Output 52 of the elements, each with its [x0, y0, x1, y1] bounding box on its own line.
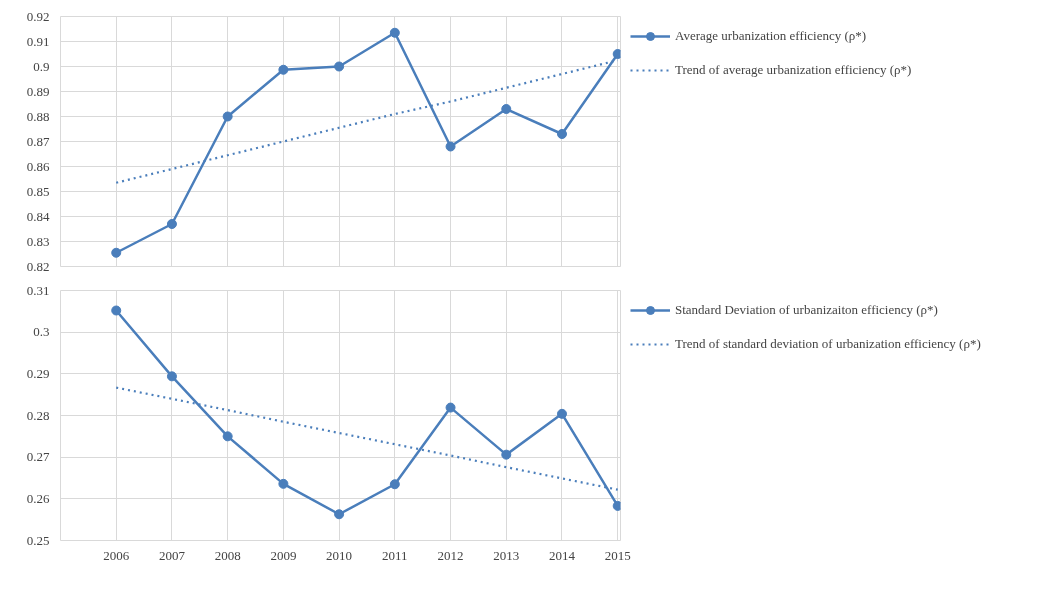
legend-label: Trend of average urbanization efficiency (ρ*) [675, 62, 912, 78]
point [389, 27, 400, 38]
x-tick-label: 2008 [214, 547, 241, 563]
point [612, 49, 621, 59]
y-tick-label: 0.88 [26, 108, 50, 124]
x-tick-label: 2015 [604, 547, 631, 563]
y-tick-label: 0.29 [26, 365, 50, 381]
point [222, 431, 233, 442]
y-tick-label: 0.86 [26, 158, 50, 174]
point [445, 141, 456, 152]
legend-label: Trend of standard deviation of urbanization efficiency (ρ*) [675, 336, 981, 352]
x-tick-label: 2013 [493, 547, 520, 563]
legend-label: Standard Deviation of urbanizaiton efficiency (ρ*) [675, 302, 938, 318]
point [166, 371, 177, 382]
point [445, 402, 456, 413]
y-tick-label: 0.28 [26, 407, 50, 423]
x-tick-label: 2014 [548, 547, 576, 563]
x-tick-label: 2011 [382, 547, 408, 563]
y-tick-label: 0.26 [26, 490, 50, 506]
point [612, 500, 621, 511]
point [556, 129, 567, 139]
y-tick-label: 0.82 [26, 258, 50, 274]
point [111, 247, 122, 258]
x-tick-label: 2010 [326, 547, 353, 563]
y-tick-label: 0.89 [26, 83, 50, 99]
point [111, 305, 122, 316]
point [222, 111, 233, 122]
y-tick-label: 0.83 [26, 233, 50, 249]
y-tick-label: 0.92 [26, 8, 50, 24]
y-tick-label: 0.9 [33, 58, 50, 74]
point [501, 104, 512, 114]
y-tick-label: 0.27 [26, 449, 50, 465]
point [166, 219, 177, 229]
point [389, 479, 400, 490]
point [334, 61, 345, 72]
y-tick-label: 0.87 [26, 133, 50, 149]
point [556, 408, 567, 419]
y-tick-label: 0.31 [26, 282, 50, 298]
y-tick-label: 0.91 [26, 33, 50, 49]
point [334, 509, 345, 520]
point [501, 449, 512, 460]
point [278, 478, 289, 489]
x-tick-label: 2006 [103, 547, 130, 563]
x-tick-label: 2012 [437, 547, 464, 563]
x-tick-label: 2009 [270, 547, 297, 563]
y-tick-label: 0.3 [33, 324, 50, 340]
y-tick-label: 0.85 [26, 183, 50, 199]
y-tick-label: 0.25 [26, 532, 50, 548]
legend-label: Average urbanization efficiency (ρ*) [675, 28, 867, 44]
x-tick-label: 2007 [158, 547, 186, 563]
y-tick-label: 0.84 [26, 208, 50, 224]
point [278, 64, 289, 75]
